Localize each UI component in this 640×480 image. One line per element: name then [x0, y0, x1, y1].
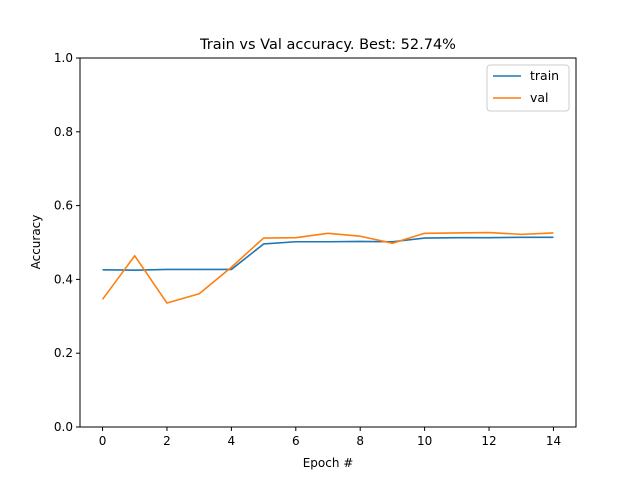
- x-tick-label: 0: [99, 434, 107, 448]
- y-axis-ticks: 0.0 0.2 0.4 0.6 0.8 1.0: [54, 51, 80, 434]
- series-line-train: [102, 236, 554, 271]
- legend: train val: [486, 64, 570, 112]
- x-axis-label: Epoch #: [303, 456, 354, 470]
- chart-title: Train vs Val accuracy. Best: 52.74%: [199, 37, 456, 53]
- plot-area-frame: [79, 57, 577, 428]
- y-tick-label: 0.0: [54, 420, 73, 434]
- legend-label-val: val: [530, 90, 549, 105]
- y-tick-label: 0.6: [54, 199, 73, 213]
- series-line-val: [101, 231, 554, 304]
- x-tick-label: 10: [417, 434, 432, 448]
- x-tick-label: 14: [546, 434, 561, 448]
- y-axis-label: Accuracy: [29, 215, 43, 270]
- y-tick-label: 1.0: [54, 51, 73, 65]
- y-tick-label: 0.8: [54, 125, 73, 139]
- x-tick-label: 6: [292, 434, 300, 448]
- y-tick-label: 0.2: [54, 346, 73, 360]
- x-tick-label: 12: [481, 434, 496, 448]
- plot-lines: [101, 231, 554, 304]
- legend-label-train: train: [530, 68, 559, 83]
- x-tick-label: 4: [228, 434, 236, 448]
- x-axis-ticks: 0 2 4 6 8 10 12 14: [99, 427, 561, 448]
- x-tick-label: 2: [163, 434, 171, 448]
- x-tick-label: 8: [356, 434, 364, 448]
- y-tick-label: 0.4: [54, 272, 73, 286]
